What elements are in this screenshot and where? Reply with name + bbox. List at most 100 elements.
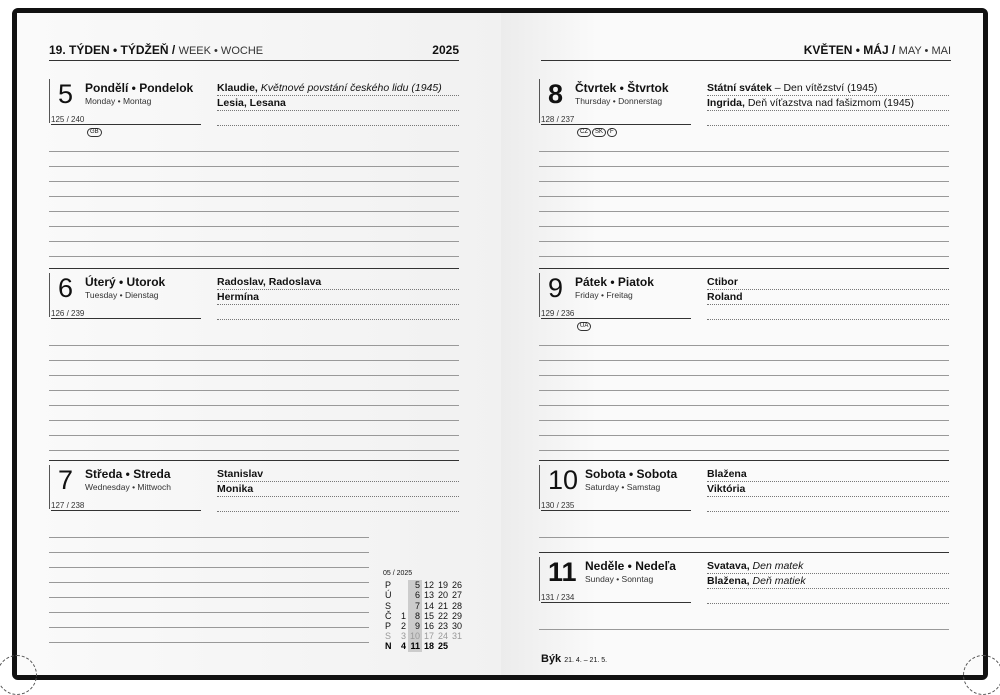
day-block: 6 Úterý • Utorok Tuesday • Dienstag 126 … — [49, 268, 459, 461]
country-badges: CZ SK F — [577, 128, 617, 137]
mini-calendar-day: 25 — [438, 641, 449, 652]
mini-calendar-day: 19 — [438, 580, 449, 591]
mini-calendar-day: 5 — [408, 580, 423, 591]
day-count: 125 / 240 — [51, 115, 201, 125]
country-badge: UA — [577, 322, 592, 331]
nameday-line: Blažena, Deň matiek — [707, 574, 949, 589]
nameday-line: Viktória — [707, 482, 949, 497]
mini-calendar-day: 27 — [452, 590, 463, 601]
mini-calendar-title: 05 / 2025 — [383, 570, 413, 577]
zodiac-sign: Býk — [541, 653, 562, 665]
mini-calendar-day: 14 — [424, 600, 435, 611]
weekday-letter: P — [385, 621, 392, 632]
mini-calendar-day: 17 — [424, 631, 435, 642]
day-name-en-de: Sunday • Sonntag — [585, 574, 654, 584]
mini-calendar-day: 28 — [452, 600, 463, 611]
nameday-line: Lesia, Lesana — [217, 96, 459, 111]
week-title: 19. TÝDEN • TÝDŽEŇ / — [49, 43, 176, 57]
weekday-letter: S — [385, 600, 392, 611]
mini-calendar-row: P 5 12 19 26 — [383, 580, 464, 591]
note-line[interactable] — [707, 497, 949, 512]
day-number: 8 — [539, 79, 563, 123]
mini-calendar-day: 4 — [400, 641, 406, 652]
week-header: 19. TÝDEN • TÝDŽEŇ / WEEK • WOCHE 2025 — [49, 43, 459, 61]
mini-calendar-day: 30 — [452, 621, 463, 632]
nameday-bold: Hermína — [217, 291, 260, 303]
nameday-line: Ctibor — [707, 275, 949, 290]
country-badges: UA — [577, 322, 592, 331]
day-name-en-de: Tuesday • Dienstag — [85, 290, 159, 300]
mini-calendar-day: 22 — [438, 610, 449, 621]
nameday-bold: Stanislav — [217, 468, 264, 480]
country-badge: SK — [592, 128, 607, 137]
day-count: 126 / 239 — [51, 309, 201, 319]
zodiac-range: 21. 4. – 21. 5. — [564, 657, 608, 664]
nameday-note: Květnové povstání českého lidu (1945) — [260, 82, 442, 94]
nameday-note: Den matek — [752, 560, 804, 572]
writing-lines[interactable] — [49, 137, 459, 268]
nameday-bold: Monika — [217, 483, 254, 495]
nameday-line: Blažena — [707, 467, 949, 482]
mini-calendar-day: 10 — [408, 631, 423, 642]
year: 2025 — [432, 43, 459, 57]
mini-calendar-day: 11 — [408, 641, 423, 652]
writing-lines[interactable] — [539, 523, 949, 552]
day-block: 10 Sobota • Sobota Saturday • Samstag 13… — [539, 460, 949, 552]
nameday-line: Ingrida, Deň víťazstva nad fašizmom (194… — [707, 96, 949, 111]
weekday-letter: Č — [385, 610, 392, 621]
day-name-en-de: Monday • Montag — [85, 96, 152, 106]
day-number: 5 — [49, 79, 73, 123]
note-line[interactable] — [217, 305, 459, 320]
mini-calendar-day: 9 — [408, 621, 423, 632]
mini-calendar-day: 13 — [424, 590, 435, 601]
nameday-bold: Svatava, — [707, 560, 750, 572]
nameday-line: Monika — [217, 482, 459, 497]
nameday-bold: Roland — [707, 291, 743, 303]
day-block: 11 Neděle • Nedeľa Sunday • Sonntag 131 … — [539, 552, 949, 644]
note-line[interactable] — [217, 497, 459, 512]
nameday-bold: Lesia, Lesana — [217, 97, 286, 109]
mini-calendar-day: 31 — [452, 631, 463, 642]
day-name: Středa • Streda — [85, 467, 171, 481]
nameday-bold: Ingrida, — [707, 97, 745, 109]
zodiac-footer: Býk 21. 4. – 21. 5. — [541, 653, 607, 665]
day-block: 8 Čtvrtek • Štvrtok Thursday • Donnersta… — [539, 75, 949, 268]
mini-calendar-day: 7 — [408, 600, 423, 611]
page-corner — [963, 655, 1000, 695]
page-corner — [0, 655, 37, 695]
week-subtitle: WEEK • WOCHE — [178, 45, 264, 57]
note-line[interactable] — [707, 111, 949, 126]
day-name: Čtvrtek • Štvrtok — [575, 81, 669, 95]
mini-calendar-row: S 3 10 17 24 31 — [383, 631, 464, 642]
note-line[interactable] — [217, 111, 459, 126]
nameday-line: Radoslav, Radoslava — [217, 275, 459, 290]
writing-lines[interactable] — [49, 331, 459, 461]
mini-calendar-row: P 2 9 16 23 30 — [383, 621, 464, 632]
nameday-bold: Klaudie, — [217, 82, 258, 94]
day-name-en-de: Wednesday • Mittwoch — [85, 482, 171, 492]
nameday-line: Hermína — [217, 290, 459, 305]
mini-calendar-row: N 4 11 18 25 — [383, 641, 464, 652]
mini-calendar-day: 29 — [452, 610, 463, 621]
mini-calendar: 05 / 2025 P 5 12 19 26 Ú 6 13 20 27 S 7 14 21 28 Č 1 8 15 2… — [383, 569, 464, 652]
month-subtitle: MAY • MAI — [898, 45, 951, 57]
nameday-bold: Ctibor — [707, 276, 738, 288]
nameday-line: Roland — [707, 290, 949, 305]
day-number: 7 — [49, 465, 73, 509]
writing-lines[interactable] — [539, 615, 949, 644]
note-line[interactable] — [707, 589, 949, 604]
nameday-bold: Viktória — [707, 483, 746, 495]
writing-lines[interactable] — [49, 523, 369, 653]
mini-calendar-row: S 7 14 21 28 — [383, 600, 464, 611]
note-line[interactable] — [707, 305, 949, 320]
nameday-bold: Blažena — [707, 468, 747, 480]
day-count: 128 / 237 — [541, 115, 691, 125]
nameday-text: Deň víťazstva nad fašizmom (1945) — [747, 97, 915, 109]
mini-calendar-day: 18 — [424, 641, 435, 652]
writing-lines[interactable] — [539, 137, 949, 268]
day-number: 10 — [539, 465, 578, 509]
country-badge: GB — [87, 128, 102, 137]
writing-lines[interactable] — [539, 331, 949, 461]
nameday-line: Stanislav — [217, 467, 459, 482]
day-number: 6 — [49, 273, 73, 317]
